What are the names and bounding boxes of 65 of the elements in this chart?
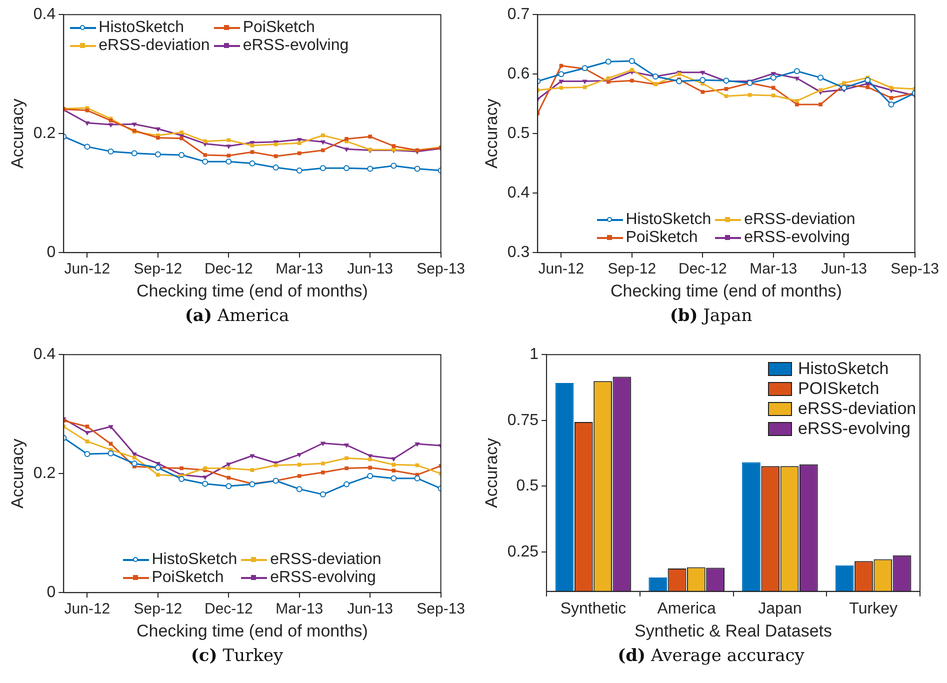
x-tick-label: Sep-12 xyxy=(134,600,182,618)
y-tick-label: 0.75 xyxy=(507,412,539,429)
x-tick-label: Dec-12 xyxy=(204,600,253,618)
legend-label: HistoSketch xyxy=(798,358,889,379)
x-axis-title: Checking time (end of months) xyxy=(610,281,842,300)
x-tick-label: Dec-12 xyxy=(678,260,727,278)
x-tick-label: Sep-12 xyxy=(608,260,656,278)
legend-label: PoiSketch xyxy=(152,568,224,587)
y-tick-label: 0.2 xyxy=(33,465,56,482)
y-tick-label: 0.4 xyxy=(507,184,530,202)
y-tick-label: 1 xyxy=(530,346,539,364)
y-axis-title: Accuracy xyxy=(482,438,501,508)
y-tick-label: 0.7 xyxy=(507,6,530,24)
y-tick-label: 0.3 xyxy=(507,244,530,262)
x-axis-title: Checking time (end of months) xyxy=(136,621,368,640)
legend-label: eRSS-deviation xyxy=(744,210,856,229)
legend-label: eRSS-deviation xyxy=(798,398,916,419)
text: (b) Japan xyxy=(668,306,754,326)
text: (d) Average accuracy xyxy=(616,646,806,666)
legend-label: PoiSketch xyxy=(242,18,315,37)
y-tick-label: 0.5 xyxy=(516,478,539,495)
y-tick-label: 0.4 xyxy=(33,6,56,24)
y-tick-label: 0.25 xyxy=(507,543,539,560)
x-tick-label: Synthetic xyxy=(560,600,626,618)
legend-label: eRSS-evolving xyxy=(798,418,910,439)
x-tick-label: Sep-13 xyxy=(890,260,940,278)
legend-label: eRSS-evolving xyxy=(270,568,376,587)
y-tick-label: 0 xyxy=(46,244,56,262)
x-tick-label: Dec-12 xyxy=(204,260,253,278)
y-tick-label: 0.2 xyxy=(33,125,56,142)
legend-label: HistoSketch xyxy=(626,210,712,229)
x-tick-label: Sep-13 xyxy=(416,600,466,618)
x-tick-label: Jun-13 xyxy=(347,600,394,618)
x-tick-label: Japan xyxy=(758,600,802,618)
x-tick-label: Jun-12 xyxy=(538,260,584,278)
x-tick-label: Mar-13 xyxy=(750,260,798,278)
y-tick-label: 0.6 xyxy=(507,66,530,83)
text: (a) America xyxy=(184,306,290,326)
x-tick-label: Jun-13 xyxy=(821,260,868,278)
legend-label: POISketch xyxy=(798,378,880,399)
legend-label: HistoSketch xyxy=(152,550,238,569)
y-axis-title: Accuracy xyxy=(8,438,27,509)
x-tick-label: Sep-13 xyxy=(416,260,466,278)
legend-label: PoiSketch xyxy=(626,228,698,247)
y-axis-title: Accuracy xyxy=(482,98,501,169)
x-tick-label: Mar-13 xyxy=(276,600,324,618)
y-tick-label: 0.4 xyxy=(33,346,56,364)
legend-label: HistoSketch xyxy=(98,18,184,37)
x-tick-label: Jun-12 xyxy=(64,600,110,618)
x-tick-label: Jun-12 xyxy=(64,260,110,278)
y-tick-label: 0.5 xyxy=(507,125,530,142)
x-axis-title: Checking time (end of months) xyxy=(136,281,368,300)
x-tick-label: Turkey xyxy=(849,600,898,618)
text: (c) Turkey xyxy=(190,646,284,666)
x-tick-label: Sep-12 xyxy=(134,260,182,278)
legend-label: eRSS-deviation xyxy=(270,550,382,569)
legend-label: eRSS-deviation xyxy=(98,36,210,55)
legend-label: eRSS-evolving xyxy=(242,36,349,55)
y-axis-title: Accuracy xyxy=(8,98,27,169)
x-tick-label: Mar-13 xyxy=(276,260,324,278)
legend-label: eRSS-evolving xyxy=(744,228,850,247)
x-tick-label: Jun-13 xyxy=(347,260,394,278)
y-tick-label: 0 xyxy=(46,584,56,602)
x-axis-title: Synthetic & Real Datasets xyxy=(634,621,832,640)
x-tick-label: America xyxy=(657,600,716,618)
